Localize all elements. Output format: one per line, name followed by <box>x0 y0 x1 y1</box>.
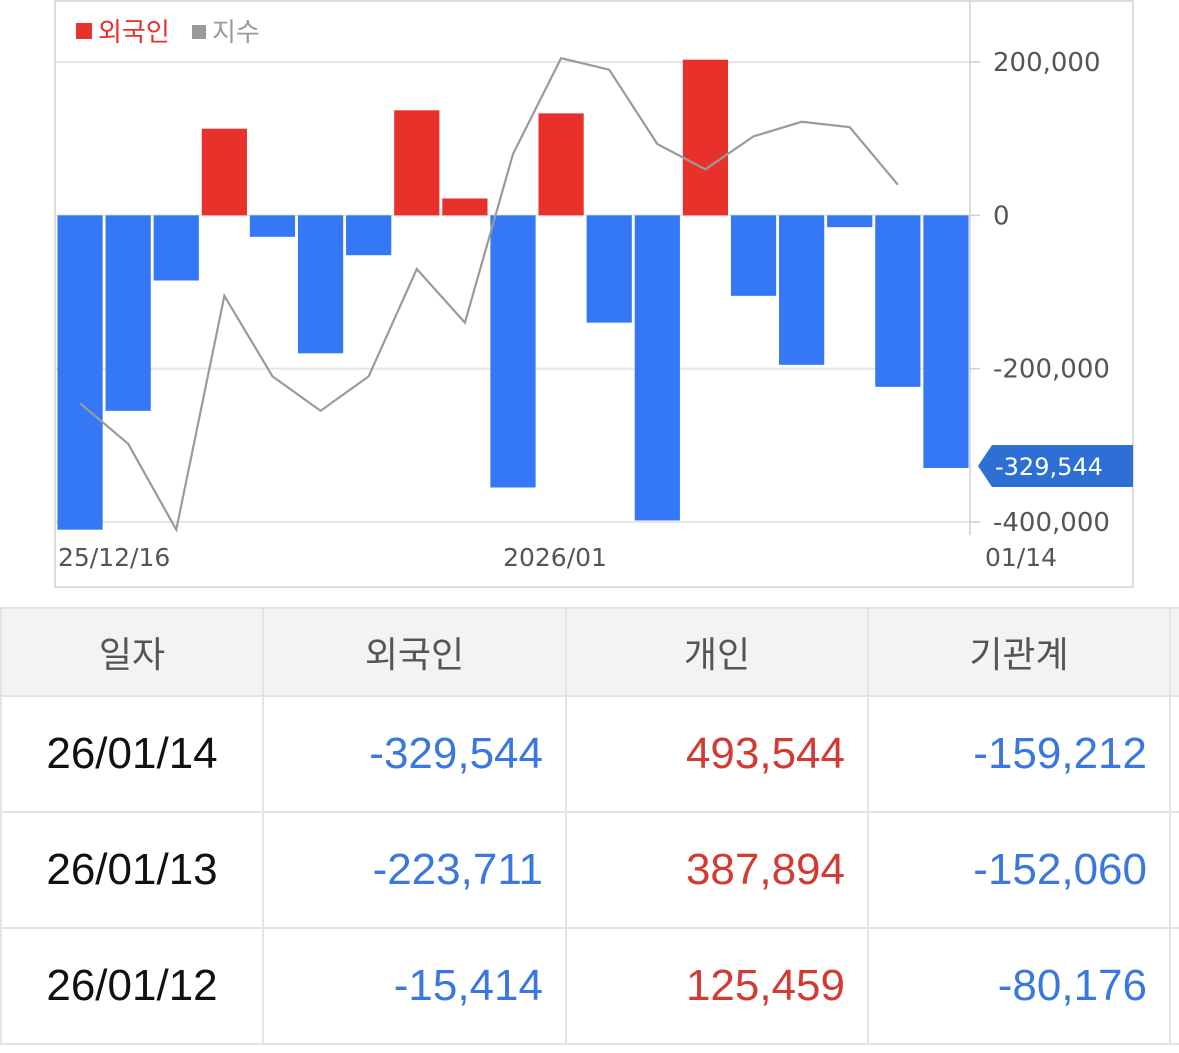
investor-chart-svg: 200,000 0 -200,000 -400,000 25/12/16 2026/01… <box>54 0 1134 588</box>
investor-chart: 200,000 0 -200,000 -400,000 25/12/16 2026/01… <box>54 0 1134 588</box>
x-tick-label: 2026/01 <box>503 543 607 572</box>
index-line-layer <box>79 56 899 533</box>
y-tick-label: -200,000 <box>993 355 1110 385</box>
row-foreign: -329,544 <box>262 695 567 813</box>
header-overflow-column <box>1169 607 1179 697</box>
header-individual: 개인 <box>565 607 869 697</box>
row-institution: -159,212 <box>867 695 1171 813</box>
bar <box>827 215 873 228</box>
table-row[interactable]: 26/01/13 -223,711 387,894 -152,060 <box>0 811 1179 929</box>
bar <box>682 59 729 216</box>
legend-index-label: 지수 <box>212 18 260 48</box>
investor-table: 일자 외국인 개인 기관계 26/01/14 -329,544 493,544 … <box>0 607 1179 1053</box>
bar-layer <box>57 59 969 530</box>
legend: 외국인 지수 <box>76 18 260 48</box>
bar <box>538 113 584 216</box>
investor-trade-table: 일자 외국인 개인 기관계 26/01/14 -329,544 493,544 … <box>0 607 1179 1045</box>
x-tick-label: 25/12/16 <box>58 543 170 572</box>
legend-index-swatch <box>192 25 206 39</box>
header-foreign: 외국인 <box>262 607 567 697</box>
bar <box>923 215 969 468</box>
row-overflow-cell <box>1169 811 1179 929</box>
last-value-badge-shape <box>978 444 1133 487</box>
table-row[interactable]: 26/01/14 -329,544 493,544 -159,212 <box>0 695 1179 813</box>
y-tick-label: 200,000 <box>993 48 1101 78</box>
last-value-badge: -329,544 <box>978 444 1133 487</box>
bar <box>105 215 151 411</box>
x-axis-labels: 25/12/16 2026/01 01/14 <box>58 543 1057 572</box>
table-row[interactable]: 26/01/12 -15,414 125,459 -80,176 <box>0 927 1179 1045</box>
bar <box>346 215 392 256</box>
legend-foreign-swatch <box>76 23 92 39</box>
row-individual: 125,459 <box>565 927 869 1045</box>
header-date: 일자 <box>0 607 264 697</box>
row-institution: -152,060 <box>867 811 1171 929</box>
bar <box>297 215 344 354</box>
bar <box>394 110 440 216</box>
row-date: 26/01/13 <box>0 811 264 929</box>
bar <box>490 215 536 488</box>
row-date: 26/01/12 <box>0 927 264 1045</box>
y-tick-label: 0 <box>993 201 1010 231</box>
row-individual: 493,544 <box>565 695 869 813</box>
legend-foreign-label: 외국인 <box>98 18 170 48</box>
row-overflow-cell <box>1169 695 1179 813</box>
chart-frame <box>54 0 1134 588</box>
x-tick-label: 01/14 <box>985 543 1057 572</box>
table-header-row: 일자 외국인 개인 기관계 <box>0 607 1179 697</box>
bar <box>249 215 296 237</box>
bar <box>153 215 199 281</box>
row-overflow-cell <box>1169 927 1179 1045</box>
last-value-label: -329,544 <box>995 453 1103 481</box>
y-tick-label: -400,000 <box>993 508 1110 538</box>
bar <box>201 128 247 216</box>
bar <box>779 215 825 365</box>
header-institution: 기관계 <box>867 607 1171 697</box>
bar <box>634 215 680 521</box>
row-date: 26/01/14 <box>0 695 264 813</box>
row-foreign: -223,711 <box>262 811 567 929</box>
bar <box>586 215 632 323</box>
y-axis-labels: 200,000 0 -200,000 -400,000 <box>993 48 1110 538</box>
bar <box>875 215 921 387</box>
row-institution: -80,176 <box>867 927 1171 1045</box>
bar <box>57 215 103 530</box>
bar <box>442 198 488 216</box>
bar <box>730 215 777 296</box>
row-foreign: -15,414 <box>262 927 567 1045</box>
index-line <box>79 56 899 533</box>
row-individual: 387,894 <box>565 811 869 929</box>
